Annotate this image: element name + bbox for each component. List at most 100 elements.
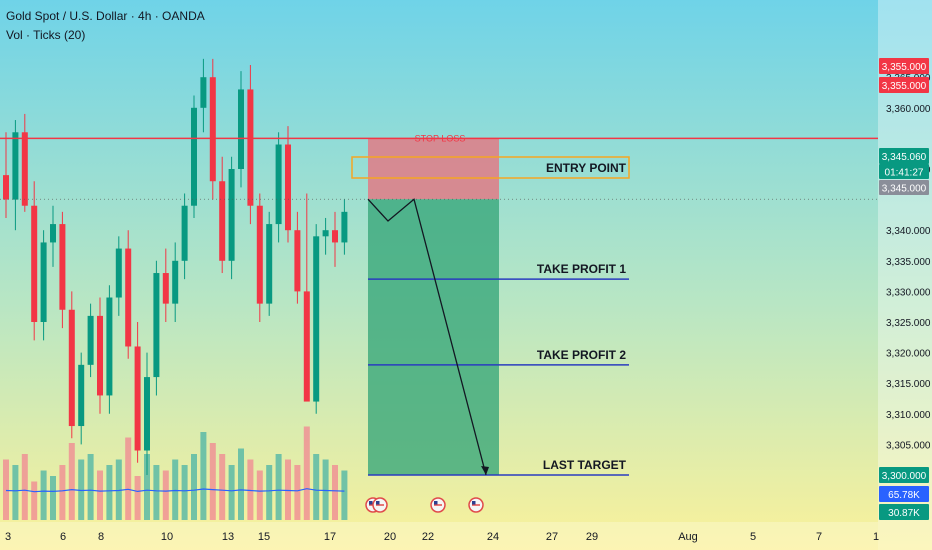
price-axis: 3,365.0003,360.0003,350.0003,340.0003,33… [879, 58, 931, 520]
price-tick-label: 3,335.000 [886, 257, 931, 268]
volume-bar [275, 454, 282, 520]
time-axis: 3 6 8 10 13 15 17 20 22 24 27 29 Aug 5 7 1 [5, 531, 879, 543]
time-tick-label: 8 [98, 531, 104, 543]
candle-body [228, 169, 235, 261]
volume-bar [3, 459, 9, 520]
volume-badge-1: 65.78K [888, 490, 920, 501]
price-tick-label: 3,325.000 [886, 318, 931, 329]
price-tick-label: 3,310.000 [886, 410, 931, 421]
price-tick-label: 3,340.000 [886, 226, 931, 237]
volume-bar [209, 443, 216, 520]
last-price-badge: 3,345.060 [882, 152, 927, 163]
candle-body [3, 175, 9, 200]
take-profit-1-label: TAKE PROFIT 1 [537, 262, 626, 276]
volume-bar [21, 454, 28, 520]
symbol-title[interactable]: Gold Spot / U.S. Dollar · 4h · OANDA [6, 9, 205, 23]
time-tick-label: 13 [222, 531, 234, 543]
candle-body [153, 273, 160, 378]
volume-bar [294, 465, 301, 520]
candle-body [31, 205, 38, 322]
price-tick-label: 3,320.000 [886, 349, 931, 360]
stop-loss-zone [368, 138, 499, 200]
candle-body [313, 236, 320, 402]
stop-loss-label: STOP LOSS [415, 133, 466, 143]
candle-body [219, 181, 226, 261]
volume-badge-2-bg [879, 504, 929, 520]
candlesticks [3, 58, 348, 475]
candle-body [247, 89, 254, 206]
candle-body [285, 144, 291, 231]
volume-bar [172, 459, 179, 520]
time-tick-label: 20 [384, 531, 396, 543]
time-tick-label: 22 [422, 531, 434, 543]
volume-bar [313, 454, 320, 520]
candle-body [125, 248, 132, 347]
volume-bar [87, 454, 94, 520]
time-tick-label: 17 [324, 531, 336, 543]
volume-indicator-label[interactable]: Vol · Ticks (20) [6, 28, 86, 42]
time-axis-panel[interactable] [0, 522, 878, 550]
volume-bar [59, 465, 66, 520]
volume-bar [115, 459, 122, 520]
candle-body [115, 248, 122, 298]
candle-body [87, 315, 94, 365]
candle-body [275, 144, 282, 225]
last-target-label: LAST TARGET [543, 458, 627, 472]
time-tick-label: Aug [678, 531, 698, 543]
projected-path [367, 198, 487, 476]
candle-body [144, 377, 150, 451]
volume-bar [332, 465, 338, 520]
target-price-badge-bg [879, 467, 929, 483]
time-tick-label: 3 [5, 531, 11, 543]
volume-bar [238, 448, 244, 520]
candle-body [12, 132, 19, 200]
candle-body [266, 224, 273, 304]
time-tick-label: 7 [816, 531, 822, 543]
volume-bar [247, 459, 254, 520]
price-tick-label: 3,360.000 [886, 104, 931, 115]
volume-bar [106, 465, 113, 520]
time-tick-label: 6 [60, 531, 66, 543]
profit-zone [368, 199, 499, 476]
candle-body [134, 346, 141, 451]
volume-bar [322, 459, 329, 520]
volume-badge-1-bg [879, 486, 929, 502]
us-flag-canton [369, 501, 373, 505]
volume-bar [144, 454, 150, 520]
volume-bar [191, 454, 197, 520]
candle-body [162, 273, 169, 304]
volume-bar [162, 470, 169, 520]
volume-bar [266, 465, 273, 520]
candle-body [97, 315, 103, 396]
candle-body [78, 364, 85, 427]
time-tick-label: 10 [161, 531, 173, 543]
volume-bar [134, 476, 141, 520]
time-tick-label: 24 [487, 531, 499, 543]
volume-badge-2: 30.87K [888, 508, 920, 519]
volume-bar [78, 459, 85, 520]
target-price-badge: 3,300.000 [882, 471, 927, 482]
economic-events [365, 497, 484, 513]
volume-bar [12, 465, 19, 520]
candle-body [294, 230, 301, 292]
volume-bar [228, 465, 235, 520]
volume-bar [200, 432, 207, 520]
price-tick-label: 3,315.000 [886, 379, 931, 390]
stop-badge-2-bg [879, 77, 929, 93]
trade-setup: STOP LOSS ENTRY POINT TAKE PROFIT 1 TAKE PR… [0, 133, 878, 476]
volume-bar [181, 465, 188, 520]
stop-badge-1: 3,355.000 [882, 62, 927, 73]
candle-body [200, 77, 207, 108]
candle-body [106, 297, 113, 396]
us-flag-canton [434, 501, 438, 505]
volume-bar [219, 454, 226, 520]
volume-bar [256, 470, 263, 520]
volume-bars [3, 426, 348, 520]
time-tick-label: 5 [750, 531, 756, 543]
volume-bar [97, 470, 103, 520]
candle-body [21, 132, 28, 206]
candle-body [50, 224, 56, 243]
candle-body [181, 205, 188, 261]
entry-point-box [351, 156, 630, 179]
